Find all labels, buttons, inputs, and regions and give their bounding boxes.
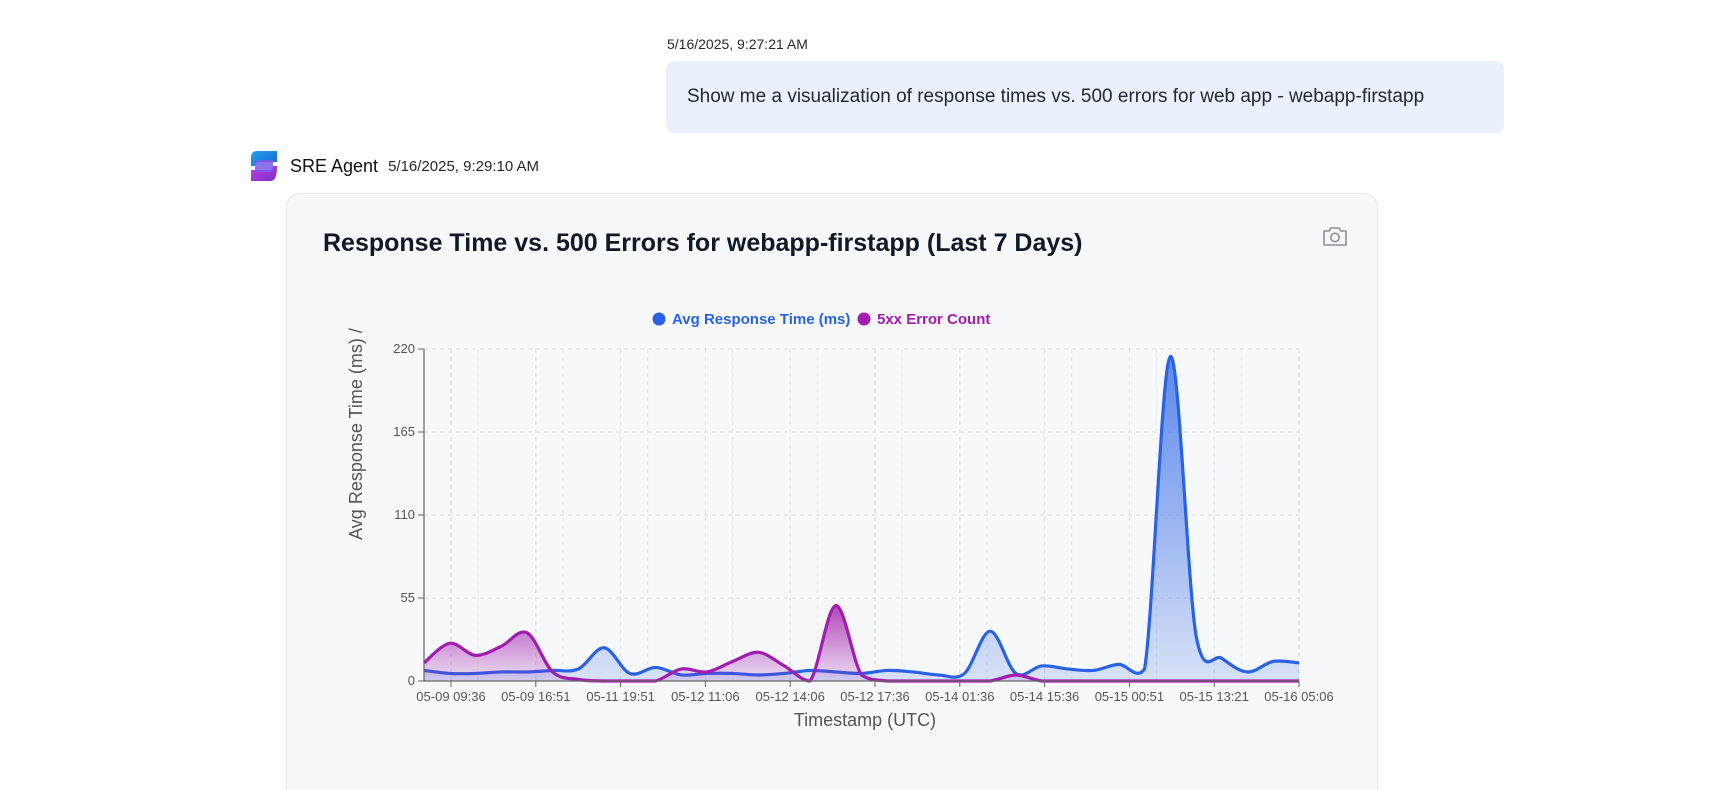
- error-count-area: [424, 605, 1299, 681]
- x-axis-ticks: 05-09 09:36 05-09 16:51 05-11 19:51 05-12 1…: [416, 681, 1334, 704]
- y-tick-label: 110: [394, 507, 415, 522]
- y-tick-label: 165: [393, 424, 415, 439]
- x-tick-label: 05-12 14:06: [755, 689, 824, 704]
- x-tick-label: 05-09 16:51: [501, 689, 570, 704]
- user-message-text: Show me a visualization of response time…: [687, 86, 1425, 107]
- x-tick-label: 05-15 13:21: [1179, 689, 1248, 704]
- x-tick-label: 05-16 05:06: [1264, 689, 1333, 704]
- x-tick-label: 05-12 17:36: [840, 689, 909, 704]
- x-tick-label: 05-12 11:06: [671, 689, 739, 704]
- user-message-bubble: Show me a visualization of response time…: [666, 61, 1504, 133]
- agent-timestamp: 5/16/2025, 9:29:10 AM: [388, 157, 540, 175]
- agent-header: SRE Agent 5/16/2025, 9:29:10 AM: [247, 148, 539, 184]
- chart-areas: [422, 354, 1300, 683]
- x-tick-label: 05-14 01:36: [925, 689, 994, 704]
- response-time-area: [424, 356, 1299, 681]
- camera-icon[interactable]: [1322, 225, 1348, 247]
- x-tick-label: 05-11 19:51: [586, 689, 654, 704]
- response-time-chart: 0 55 110 165 220 05-09 09:36 05-09 16:51 05-11…: [346, 311, 1334, 730]
- legend-marker-response: [652, 312, 666, 326]
- y-axis-ticks: 0 55 110 165 220: [393, 341, 424, 688]
- y-tick-label: 220: [393, 341, 415, 356]
- chart-legend: Avg Response Time (ms) 5xx Error Count: [652, 311, 990, 328]
- legend-label-response[interactable]: Avg Response Time (ms): [672, 311, 850, 328]
- x-tick-label: 05-14 15:36: [1010, 689, 1079, 704]
- legend-marker-errors: [857, 312, 871, 326]
- agent-name: SRE Agent: [290, 155, 379, 176]
- y-axis-title: Avg Response Time (ms) /: [346, 328, 366, 540]
- x-axis-title: Timestamp (UTC): [794, 710, 936, 730]
- chart-title: Response Time vs. 500 Errors for webapp-…: [323, 229, 1083, 257]
- y-tick-label: 0: [408, 673, 415, 688]
- user-message-timestamp: 5/16/2025, 9:27:21 AM: [667, 36, 808, 52]
- response-time-line: [423, 354, 1300, 679]
- y-tick-label: 55: [401, 590, 415, 605]
- x-tick-label: 05-09 09:36: [416, 689, 485, 704]
- x-tick-label: 05-15 00:51: [1095, 689, 1164, 704]
- legend-label-errors[interactable]: 5xx Error Count: [877, 311, 990, 328]
- sre-agent-logo-icon: [251, 151, 277, 181]
- chart-card: Response Time vs. 500 Errors for webapp-…: [286, 193, 1378, 790]
